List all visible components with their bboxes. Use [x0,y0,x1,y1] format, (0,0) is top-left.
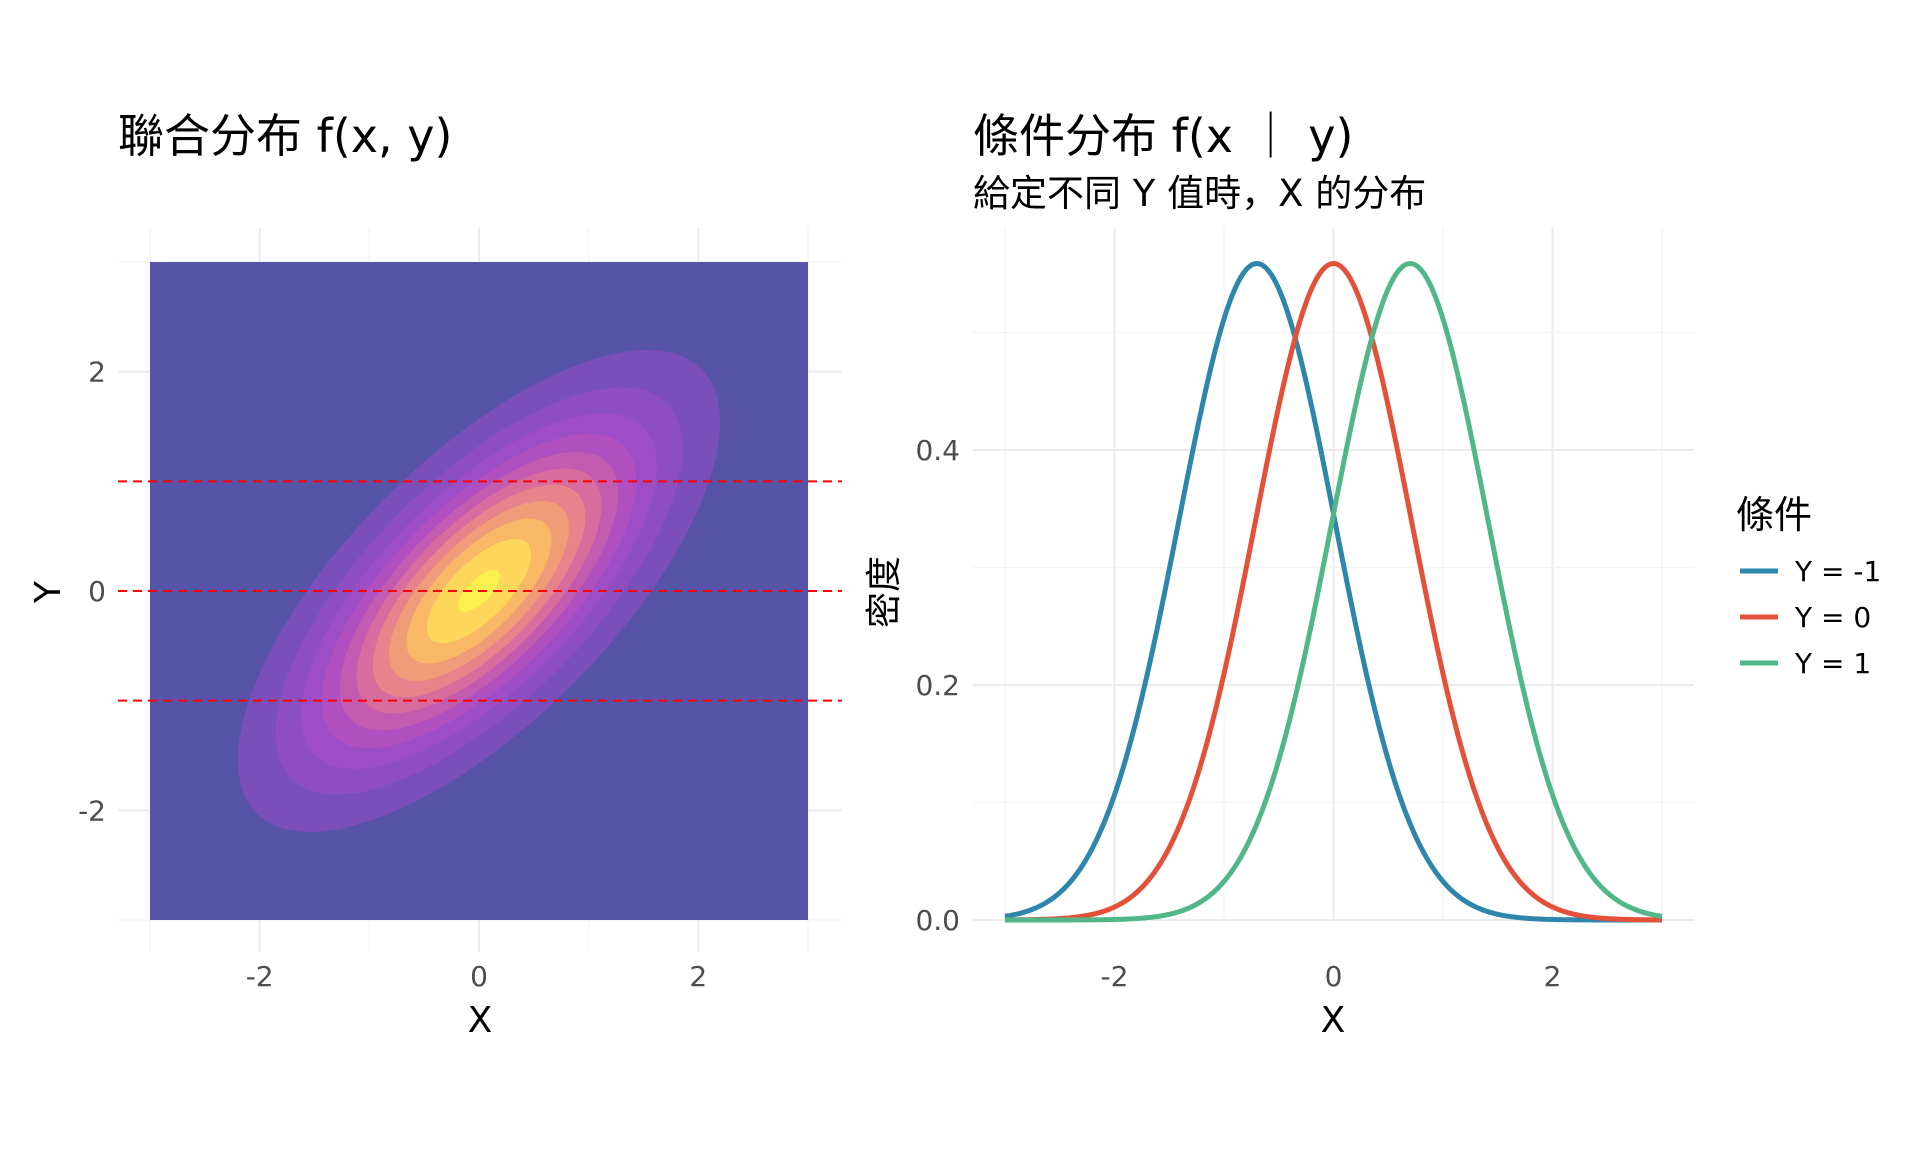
joint-x-tick-label: 2 [689,960,707,993]
joint-x-tick-label: 0 [470,960,488,993]
joint-x-tick-labels: -2 0 2 [246,960,708,993]
legend-item: Y = 1 [1740,647,1871,680]
conditional-y-tick-label: 0.0 [915,904,960,937]
legend-item: Y = 0 [1740,601,1871,634]
joint-y-tick-label: -2 [78,794,106,827]
conditional-series-line [1004,260,1663,923]
conditional-distribution-panel: 條件分布 f(x ｜ y) 給定不同 Y 值時，X 的分布 -2 0 2 0.00.… [864,109,1881,1041]
conditional-chart-title: 條件分布 f(x ｜ y) [973,109,1353,163]
joint-x-tick-label: -2 [246,960,274,993]
joint-y-tick-label: 2 [88,356,106,389]
conditional-y-axis-title: 密度 [864,556,905,628]
legend-label: Y = -1 [1794,555,1881,588]
conditional-y-tick-label: 0.2 [915,669,960,702]
conditional-x-tick-label: -2 [1101,960,1129,993]
conditional-x-tick-label: 0 [1325,960,1343,993]
legend: 條件 Y = -1 Y = 0 Y = 1 [1736,493,1881,680]
legend-label: Y = 0 [1794,601,1871,634]
conditional-series-line [1005,260,1663,923]
conditional-chart-subtitle: 給定不同 Y 值時，X 的分布 [973,172,1426,215]
legend-title: 條件 [1736,493,1812,537]
conditional-gridlines [973,228,1694,921]
joint-y-tick-label: 0 [88,575,106,608]
conditional-y-tick-labels: 0.0 0.2 0.4 [915,434,960,937]
legend-label: Y = 1 [1794,647,1871,680]
joint-y-tick-labels: -2 0 2 [78,356,106,828]
conditional-y-tick-label: 0.4 [915,434,960,467]
joint-reference-lines [118,480,842,702]
conditional-density-curves [1004,260,1663,923]
joint-chart-title: 聯合分布 f(x, y) [118,109,452,163]
conditional-x-tick-label: 2 [1544,960,1562,993]
joint-x-axis-title: X [468,1000,493,1041]
conditional-x-axis-title: X [1321,1000,1346,1041]
conditional-x-tick-labels: -2 0 2 [1101,960,1562,993]
joint-distribution-panel: 聯合分布 f(x, y) -2 0 2 -2 0 2 X Y [28,109,842,1041]
joint-y-axis-title: Y [28,580,69,604]
legend-items: Y = -1 Y = 0 Y = 1 [1740,555,1881,680]
legend-item: Y = -1 [1740,555,1881,588]
